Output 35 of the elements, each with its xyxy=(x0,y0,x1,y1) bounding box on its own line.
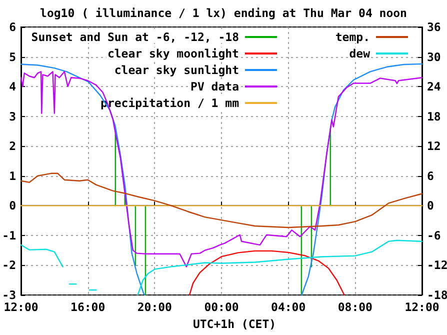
x-tick-label: 04:00 xyxy=(271,300,306,314)
y2-tick-label: 36 xyxy=(427,20,441,34)
legend-label: PV data xyxy=(190,80,240,94)
legend-label: temp. xyxy=(335,30,370,44)
y2-tick-label: 24 xyxy=(427,80,441,94)
y-tick-label: 5 xyxy=(9,50,16,64)
x-tick-label: 20:00 xyxy=(137,300,172,314)
x-tick-label: 12:00 xyxy=(4,300,38,314)
y-tick-label: -2 xyxy=(2,258,16,272)
y-tick-label: 3 xyxy=(9,109,16,124)
legend-label: dew xyxy=(349,46,370,60)
y-tick-label: 0 xyxy=(9,198,16,213)
y-tick-label: 6 xyxy=(9,20,16,34)
legend-label: clear sky sunlight xyxy=(114,63,240,77)
y-tick-label: 4 xyxy=(9,80,16,94)
x-tick-label: 08:00 xyxy=(338,300,373,314)
y2-tick-label: 0 xyxy=(427,198,434,213)
y-tick-label: -3 xyxy=(2,288,16,302)
y-tick-label: 2 xyxy=(9,139,16,154)
y2-tick-label: 6 xyxy=(427,168,434,183)
y-tick-label: 1 xyxy=(9,168,16,183)
y2-tick-label: -12 xyxy=(427,258,447,272)
y2-tick-label: -18 xyxy=(427,288,447,302)
y-tick-label: -1 xyxy=(2,228,16,242)
chart-title: log10 ( illuminance / 1 lx) ending at Thu Mar 04 noon xyxy=(40,6,408,20)
y2-tick-label: 12 xyxy=(427,139,441,154)
x-tick-label: 16:00 xyxy=(70,300,106,314)
legend-label: clear sky moonlight xyxy=(107,46,240,60)
x-tick-label: 00:00 xyxy=(204,300,239,314)
x-axis-title: UTC+1h (CET) xyxy=(192,316,276,331)
legend-label: Sunset and Sun at -6, -12, -18 xyxy=(31,30,240,44)
y2-tick-label: 18 xyxy=(427,109,441,124)
x-tick-label: 12:00 xyxy=(404,300,440,314)
y2-tick-label: 30 xyxy=(427,50,441,64)
y2-tick-label: -6 xyxy=(427,228,441,242)
